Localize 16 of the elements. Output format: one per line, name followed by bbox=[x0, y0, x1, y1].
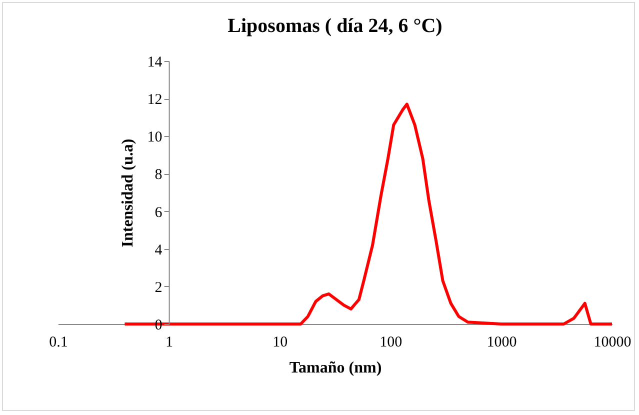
chart-title: Liposomas ( día 24, 6 °C) bbox=[228, 15, 442, 37]
y-tick-label: 4 bbox=[154, 242, 163, 258]
x-tick-label: 1 bbox=[166, 334, 174, 350]
x-tick-label: 0.1 bbox=[49, 334, 68, 350]
y-tick-label: 14 bbox=[147, 54, 163, 70]
x-tick-label: 100 bbox=[380, 334, 402, 350]
y-tick-label: 8 bbox=[154, 167, 162, 184]
y-tick-label: 10 bbox=[147, 130, 162, 146]
y-axis-title: Intensidad (u.a) bbox=[119, 138, 136, 248]
x-axis-title: Tamaño (nm) bbox=[289, 360, 382, 376]
x-tick-label: 10 bbox=[272, 334, 288, 350]
x-tick-label: 10000 bbox=[594, 334, 632, 350]
y-tick-label: 6 bbox=[154, 204, 163, 221]
y-tick-label: 12 bbox=[147, 92, 162, 108]
x-tick-label: 1000 bbox=[486, 334, 517, 350]
y-tick-label: 2 bbox=[154, 280, 162, 296]
